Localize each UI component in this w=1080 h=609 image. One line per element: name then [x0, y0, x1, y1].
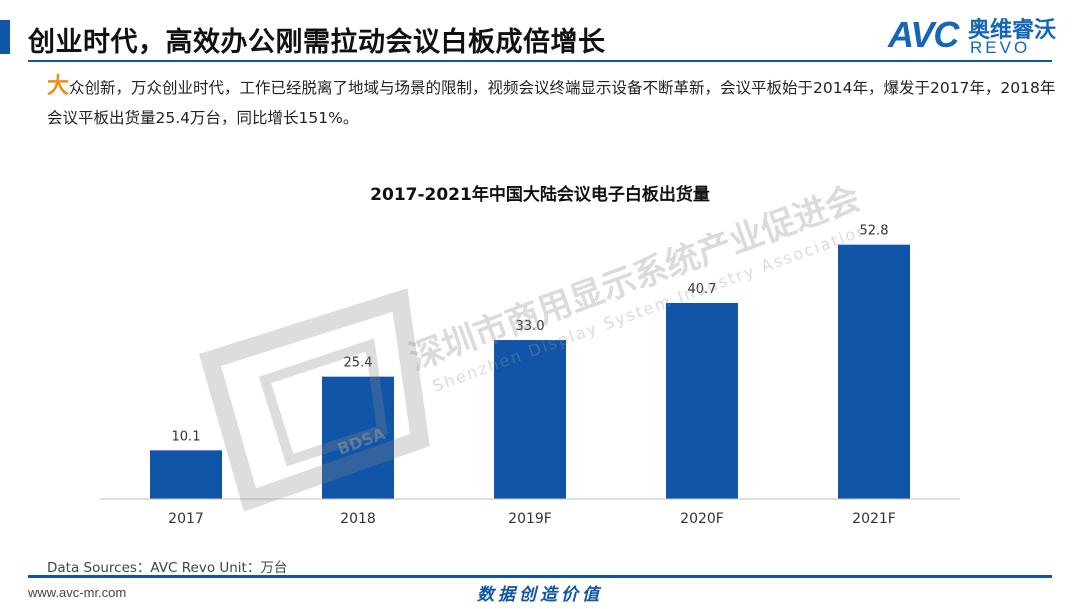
page-title: 创业时代，高效办公刚需拉动会议白板成倍增长	[28, 27, 606, 58]
chart-title: 2017-2021年中国大陆会议电子白板出货量	[370, 184, 710, 205]
intro-text: 众创新，万众创业时代，工作已经脱离了地域与场景的限制，视频会议终端显示设备不断革…	[47, 79, 1056, 127]
bar-2021F	[838, 244, 910, 499]
footer-slogan: 数据创造价值	[477, 585, 603, 605]
title-accent-bar	[0, 20, 10, 54]
intro-initial: 大	[47, 74, 70, 99]
data-source-note: Data Sources：AVC Revo Unit：万台	[47, 560, 288, 576]
logo-avc-text: AVC	[888, 14, 959, 55]
bar-2017	[150, 450, 222, 499]
bar-2018	[322, 376, 394, 499]
logo-en-text: REVO	[970, 38, 1031, 57]
title-divider	[28, 60, 1052, 62]
bars-layer: 10.1 2017 25.4 2018 33.0 2019F 40.7 2020F 52.8 20…	[150, 224, 910, 527]
value-label-2019F: 33.0	[516, 319, 545, 334]
x-tick-label-2019F: 2019F	[508, 511, 552, 527]
logo-cn-text: 奥维睿沃	[968, 18, 1057, 43]
footer-divider	[28, 575, 1052, 578]
avc-revo-logo: AVC 奥维睿沃 REVO	[888, 12, 1058, 58]
intro-paragraph: 大众创新，万众创业时代，工作已经脱离了地域与场景的限制，视频会议终端显示设备不断…	[47, 72, 1057, 133]
value-label-2018: 25.4	[344, 356, 373, 371]
footer-url: www.avc-mr.com	[28, 585, 127, 600]
bar-2019F	[494, 340, 566, 499]
x-tick-label-2021F: 2021F	[852, 511, 896, 527]
title-bar: 创业时代，高效办公刚需拉动会议白板成倍增长 AVC 奥维睿沃 REVO	[0, 0, 1080, 64]
x-tick-label-2017: 2017	[168, 511, 204, 527]
bar-2020F	[666, 302, 738, 499]
value-label-2021F: 52.8	[860, 224, 889, 239]
x-tick-label-2018: 2018	[340, 511, 376, 527]
value-label-2017: 10.1	[172, 429, 201, 444]
value-label-2020F: 40.7	[688, 282, 717, 297]
x-tick-label-2020F: 2020F	[680, 511, 724, 527]
bar-chart: 2017-2021年中国大陆会议电子白板出货量 10.1 2017 25.4 2018…	[100, 184, 960, 527]
